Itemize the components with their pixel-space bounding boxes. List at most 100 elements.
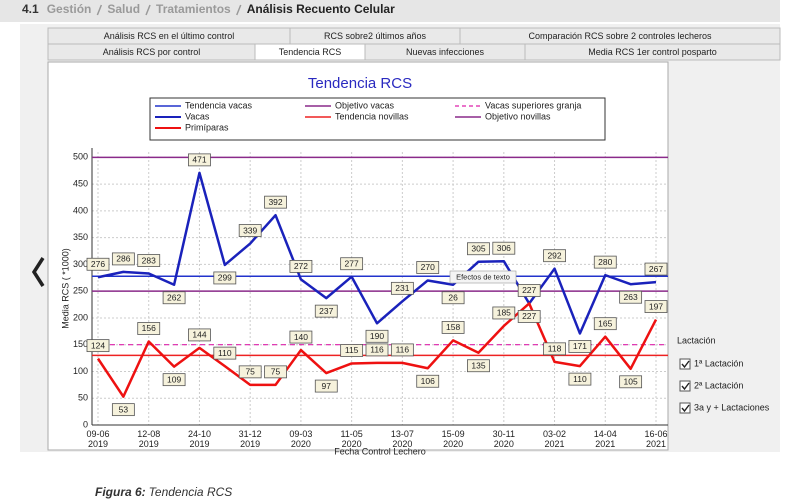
data-label-box — [365, 343, 389, 357]
data-label-box — [517, 284, 541, 297]
data-label-box — [188, 328, 211, 342]
checkbox[interactable] — [679, 358, 691, 370]
caption-text: Tendencia RCS — [149, 485, 233, 499]
x-tick-label: 15-09 2020 — [442, 429, 465, 449]
data-label: 272 — [294, 261, 308, 271]
tab-label[interactable]: Comparación RCS sobre 2 controles lecher… — [528, 31, 712, 41]
x-tick-line: 2020 — [342, 439, 362, 449]
data-label: 144 — [192, 330, 206, 340]
y-tick-label: 350 — [73, 232, 88, 242]
data-label: 156 — [142, 323, 156, 333]
checkbox[interactable] — [679, 380, 691, 392]
data-label: 283 — [142, 255, 156, 265]
data-label-box — [238, 224, 262, 237]
data-label-box — [162, 291, 186, 305]
breadcrumb-item: Análisis Recuento Celular — [247, 2, 395, 16]
data-label-box — [137, 322, 161, 335]
data-label-box — [111, 252, 135, 266]
series-line — [96, 302, 658, 398]
tab-label[interactable]: Tendencia RCS — [279, 47, 342, 57]
data-label: 115 — [345, 345, 359, 355]
tab-label[interactable]: RCS sobre2 últimos años — [324, 31, 427, 41]
x-tick-line: 2019 — [189, 439, 209, 449]
x-tick-line: 2021 — [595, 439, 615, 449]
prev-arrow[interactable] — [31, 257, 45, 287]
data-label: 292 — [547, 250, 561, 260]
x-tick-label: 16-06 2021 — [644, 429, 667, 449]
data-label-box — [365, 329, 389, 343]
checkbox-label[interactable]: 3a y + Lactaciones — [694, 402, 770, 412]
data-label: 197 — [649, 301, 663, 311]
legend-label: Tendencia novillas — [335, 111, 409, 121]
data-label-box — [467, 242, 490, 256]
data-label: 339 — [243, 225, 257, 235]
data-label: 140 — [294, 332, 308, 342]
data-label-box — [213, 346, 237, 360]
data-label-box — [86, 257, 110, 271]
data-label-box — [289, 259, 313, 273]
y-axis-label: Media RCS ( *1000) — [60, 248, 70, 329]
data-label: 105 — [624, 377, 638, 387]
data-label-box — [593, 317, 617, 331]
breadcrumb-item[interactable]: Tratamientos — [156, 2, 231, 16]
data-label: 116 — [370, 345, 384, 355]
data-label-box — [162, 373, 186, 387]
data-label-box — [441, 321, 465, 334]
data-label-box — [467, 359, 490, 373]
tab-label[interactable]: Nuevas infecciones — [406, 47, 485, 57]
data-label: 109 — [167, 374, 181, 384]
data-label: 75 — [271, 367, 281, 377]
data-label-box — [644, 262, 668, 276]
data-label-box — [188, 153, 211, 167]
x-tick-line: 2019 — [139, 439, 159, 449]
tab-label[interactable]: Análisis RCS en el último control — [104, 31, 235, 41]
data-label: 185 — [497, 308, 511, 318]
checkbox[interactable] — [679, 402, 691, 414]
y-tick-label: 100 — [73, 366, 88, 376]
tooltip: Efectos de texto — [456, 272, 510, 281]
data-label-box — [492, 306, 516, 320]
x-tick-line: 2021 — [646, 439, 666, 449]
checkmark — [681, 360, 690, 369]
y-tick-label: 150 — [73, 339, 88, 349]
data-label-box — [593, 255, 617, 269]
data-label: 306 — [497, 243, 511, 253]
panel-title: Lactación — [677, 335, 716, 345]
x-tick-line: 14-04 — [594, 429, 617, 439]
checkbox-label[interactable]: 1ª Lactación — [694, 358, 743, 368]
y-tick-label: 0 — [83, 419, 88, 429]
y-tick-label: 250 — [73, 286, 88, 296]
x-tick-line: 2021 — [545, 439, 565, 449]
x-tick-label: 09-06 2019 — [86, 429, 109, 449]
data-label: 286 — [116, 254, 130, 264]
data-label: 165 — [598, 318, 612, 328]
data-label-box — [568, 340, 592, 353]
data-label-box — [568, 372, 592, 386]
data-label: 277 — [345, 258, 359, 268]
data-label-box — [390, 343, 414, 357]
x-tick-label: 03-02 2021 — [543, 429, 566, 449]
data-label: 262 — [167, 293, 181, 303]
data-label-box — [441, 291, 465, 305]
data-label: 227 — [522, 311, 536, 321]
x-tick-line: 31-12 — [239, 429, 262, 439]
breadcrumb-separator — [236, 4, 242, 16]
checkbox-label[interactable]: 2ª Lactación — [694, 380, 743, 390]
breadcrumb-item[interactable]: Salud — [107, 2, 140, 16]
tab-label[interactable]: Análisis RCS por control — [103, 47, 201, 57]
x-axis-label: Fecha Control Lechero — [334, 446, 426, 456]
tab[interactable] — [524, 43, 781, 61]
x-tick-line: 16-06 — [644, 429, 667, 439]
breadcrumb-item[interactable]: Gestión — [47, 2, 92, 16]
breadcrumb-separator — [96, 4, 103, 16]
data-label-box — [390, 281, 414, 295]
tab-label[interactable]: Media RCS 1er control posparto — [588, 47, 717, 57]
x-tick-line: 2020 — [494, 439, 514, 449]
data-label-box — [619, 290, 643, 304]
data-label: 263 — [624, 292, 638, 302]
data-label: 190 — [370, 331, 384, 341]
data-label: 227 — [522, 285, 536, 295]
data-label: 231 — [395, 283, 409, 293]
data-label: 237 — [319, 306, 333, 316]
